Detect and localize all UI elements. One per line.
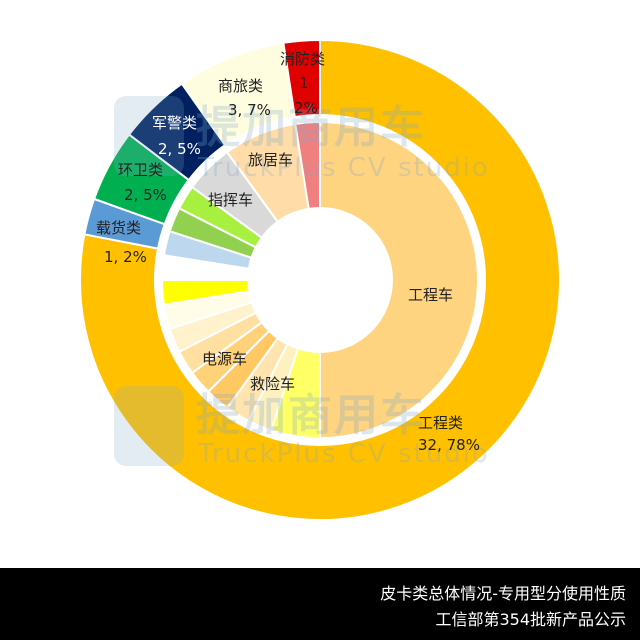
label-shanglv: 商旅类 xyxy=(218,77,263,95)
label-junjing-value: 2, 5% xyxy=(158,140,201,158)
outer-ring xyxy=(79,38,561,521)
footer-caption: 皮卡类总体情况-专用型分使用性质 工信部第354批新产品公示 xyxy=(0,568,640,640)
label-gongcheng: 工程类 xyxy=(418,414,463,432)
inner-labels: 工程车 救险车 电源车 指挥车 旅居车 xyxy=(202,151,453,393)
inner-ring xyxy=(160,120,479,440)
label-zhihuiche: 指挥车 xyxy=(208,191,253,209)
donut-chart: 提加商用车 TruckPlus CV studio 提加商用车 TruckPlu… xyxy=(79,38,561,521)
watermark-brand-en: TruckPlus CV studio xyxy=(197,153,490,183)
label-dianyuanche: 电源车 xyxy=(202,350,247,368)
outer-labels: 工程类 32, 78% 载货类 1, 2% 环卫类 2, 5% 军警类 2, 5… xyxy=(96,50,480,454)
label-lvjuche: 旅居车 xyxy=(248,151,293,169)
watermark-top: 提加商用车 TruckPlus CV studio xyxy=(114,96,490,183)
footer-title: 皮卡类总体情况-专用型分使用性质 xyxy=(380,584,626,603)
inner-slice-0 xyxy=(319,120,479,440)
label-xiaofang: 消防类 xyxy=(280,50,325,68)
watermark-logo-icon xyxy=(114,96,184,176)
footer-subtitle: 工信部第354批新产品公示 xyxy=(435,610,626,629)
inner-slice-16 xyxy=(294,120,321,211)
outer-slice-0 xyxy=(79,38,561,521)
label-xiaofang-percent: 2% xyxy=(294,99,318,117)
label-gongchengche: 工程车 xyxy=(408,286,453,304)
watermark-brand-cn: 提加商用车 xyxy=(196,390,426,441)
label-huanwei: 环卫类 xyxy=(118,161,163,179)
label-xiaofang-value: 1 xyxy=(299,74,309,92)
watermark-brand-en: TruckPlus CV studio xyxy=(197,439,490,469)
watermark-brand-cn: 提加商用车 xyxy=(196,102,426,153)
watermark-logo-icon xyxy=(114,386,184,466)
outer-slice-5 xyxy=(282,38,321,119)
label-zaihuo: 载货类 xyxy=(96,219,141,237)
label-zaihuo-value: 1, 2% xyxy=(104,248,147,266)
label-shanglv-value: 3, 7% xyxy=(228,101,271,119)
label-junjing: 军警类 xyxy=(152,114,197,132)
label-gongcheng-value: 32, 78% xyxy=(418,436,480,454)
label-jiuxianche: 救险车 xyxy=(250,375,295,393)
label-huanwei-value: 2, 5% xyxy=(124,186,167,204)
watermark-bottom: 提加商用车 TruckPlus CV studio xyxy=(114,386,490,469)
